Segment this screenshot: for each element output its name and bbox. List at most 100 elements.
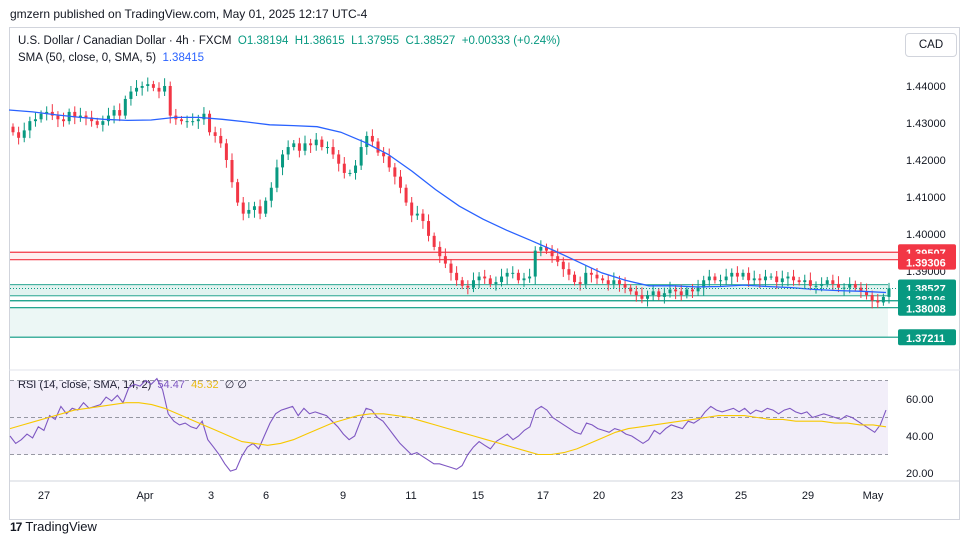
level-tag-2-bg — [898, 253, 956, 270]
price-tick-label: 1.41000 — [906, 192, 946, 204]
x-tick-label: 17 — [537, 490, 549, 502]
candle-body — [365, 135, 369, 148]
ohlc-high: H1.38615 — [294, 35, 345, 47]
ohlc-open: O1.38194 — [237, 35, 289, 47]
currency-button[interactable]: CAD — [905, 33, 957, 57]
candle-body — [376, 141, 380, 153]
candle-body — [696, 287, 700, 292]
candle-body — [702, 280, 706, 288]
candle-body — [208, 113, 212, 133]
candle-body — [471, 280, 475, 288]
candle-body — [90, 117, 94, 122]
candle-body — [853, 283, 857, 288]
symbol-name[interactable]: U.S. Dollar / Canadian Dollar · 4h · FXC… — [18, 35, 232, 47]
candle-body — [488, 278, 492, 284]
sma-line — [8, 109, 887, 294]
ohlc-close: C1.38527 — [405, 35, 456, 47]
candle-body — [73, 111, 77, 118]
level-tag-2-text: 1.39306 — [906, 258, 946, 270]
candle-body — [157, 87, 161, 92]
candle-body — [303, 143, 307, 151]
candle-body — [870, 295, 874, 301]
level-tag-5-text: 1.37211 — [906, 333, 945, 345]
candle-body — [500, 276, 504, 283]
candle-body — [528, 276, 532, 279]
candle-body — [539, 246, 543, 251]
price-tick-label: 1.42000 — [906, 155, 946, 167]
candle-body — [825, 280, 829, 284]
candle-body — [84, 115, 88, 118]
candle-body — [792, 276, 796, 281]
candle-body — [33, 119, 37, 122]
candle-body — [78, 115, 82, 118]
candle-body — [651, 291, 655, 296]
candle-body — [466, 285, 470, 288]
candle-body — [415, 213, 419, 216]
candle-body — [129, 91, 133, 99]
x-tick-label: 29 — [802, 490, 814, 502]
candle-body — [820, 283, 824, 286]
candle-body — [348, 172, 352, 174]
rsi-legend[interactable]: RSI (14, close, SMA, 14, 2) 54.47 45.32 … — [18, 378, 247, 391]
candle-body — [252, 206, 256, 210]
candle-body — [747, 272, 751, 281]
candle-body — [730, 272, 734, 277]
ohlc-low: L1.37955 — [351, 35, 400, 47]
candle-body — [752, 278, 756, 281]
x-tick-label: May — [863, 490, 884, 502]
candle-body — [230, 160, 234, 183]
candle-body — [370, 135, 374, 142]
x-tick-label: 9 — [340, 490, 346, 502]
candle-body — [533, 250, 537, 277]
candle-body — [275, 167, 279, 188]
candle-body — [786, 276, 790, 279]
candle-body — [443, 256, 447, 264]
candle-body — [247, 209, 251, 214]
candle-body — [432, 235, 436, 247]
candle-body — [236, 182, 240, 203]
candle-body — [455, 272, 459, 281]
price-tick-label: 1.40000 — [906, 229, 946, 241]
candle-body — [56, 115, 60, 120]
x-tick-label: 20 — [593, 490, 605, 502]
candle-body — [185, 121, 189, 123]
candle-body — [505, 272, 509, 277]
candle-body — [331, 147, 335, 155]
tradingview-brand[interactable]: 17 TradingView — [10, 519, 97, 534]
candle-body — [780, 278, 784, 283]
candle-body — [297, 143, 301, 151]
candle-body — [657, 291, 661, 297]
level-tag-5: 1.37211 — [898, 329, 956, 346]
candle-body — [859, 287, 863, 292]
candle-body — [578, 282, 582, 284]
candle-body — [449, 263, 453, 273]
sma-label: SMA (50, close, 0, SMA, 5) — [18, 52, 157, 64]
candle-body — [354, 165, 358, 173]
candle-body — [763, 276, 767, 281]
candle-body — [719, 280, 723, 282]
candle-body — [544, 246, 548, 251]
level-tag-4-text: 1.38008 — [906, 304, 946, 316]
resistance-zone — [10, 252, 898, 260]
candle-body — [494, 282, 498, 284]
candle-body — [556, 256, 560, 262]
rsi-line — [9, 377, 887, 472]
candle-body — [101, 121, 105, 125]
x-tick-label: Apr — [136, 490, 153, 502]
level-tag-4-bg — [898, 299, 956, 316]
candle-body — [22, 130, 26, 138]
candle-body — [724, 276, 728, 281]
candle-body — [219, 135, 223, 144]
sma-legend[interactable]: SMA (50, close, 0, SMA, 5) 1.38415 — [18, 52, 204, 64]
candle-body — [62, 119, 66, 122]
x-tick-label: 3 — [208, 490, 214, 502]
candle-body — [685, 289, 689, 296]
price-tick-label: 1.44000 — [906, 81, 946, 93]
candle-body — [337, 154, 341, 164]
publish-header: gmzern published on TradingView.com, May… — [10, 7, 368, 21]
sma-value: 1.38415 — [162, 52, 205, 64]
candle-body — [668, 289, 672, 294]
candle-body — [393, 167, 397, 177]
candle-body — [561, 261, 565, 270]
